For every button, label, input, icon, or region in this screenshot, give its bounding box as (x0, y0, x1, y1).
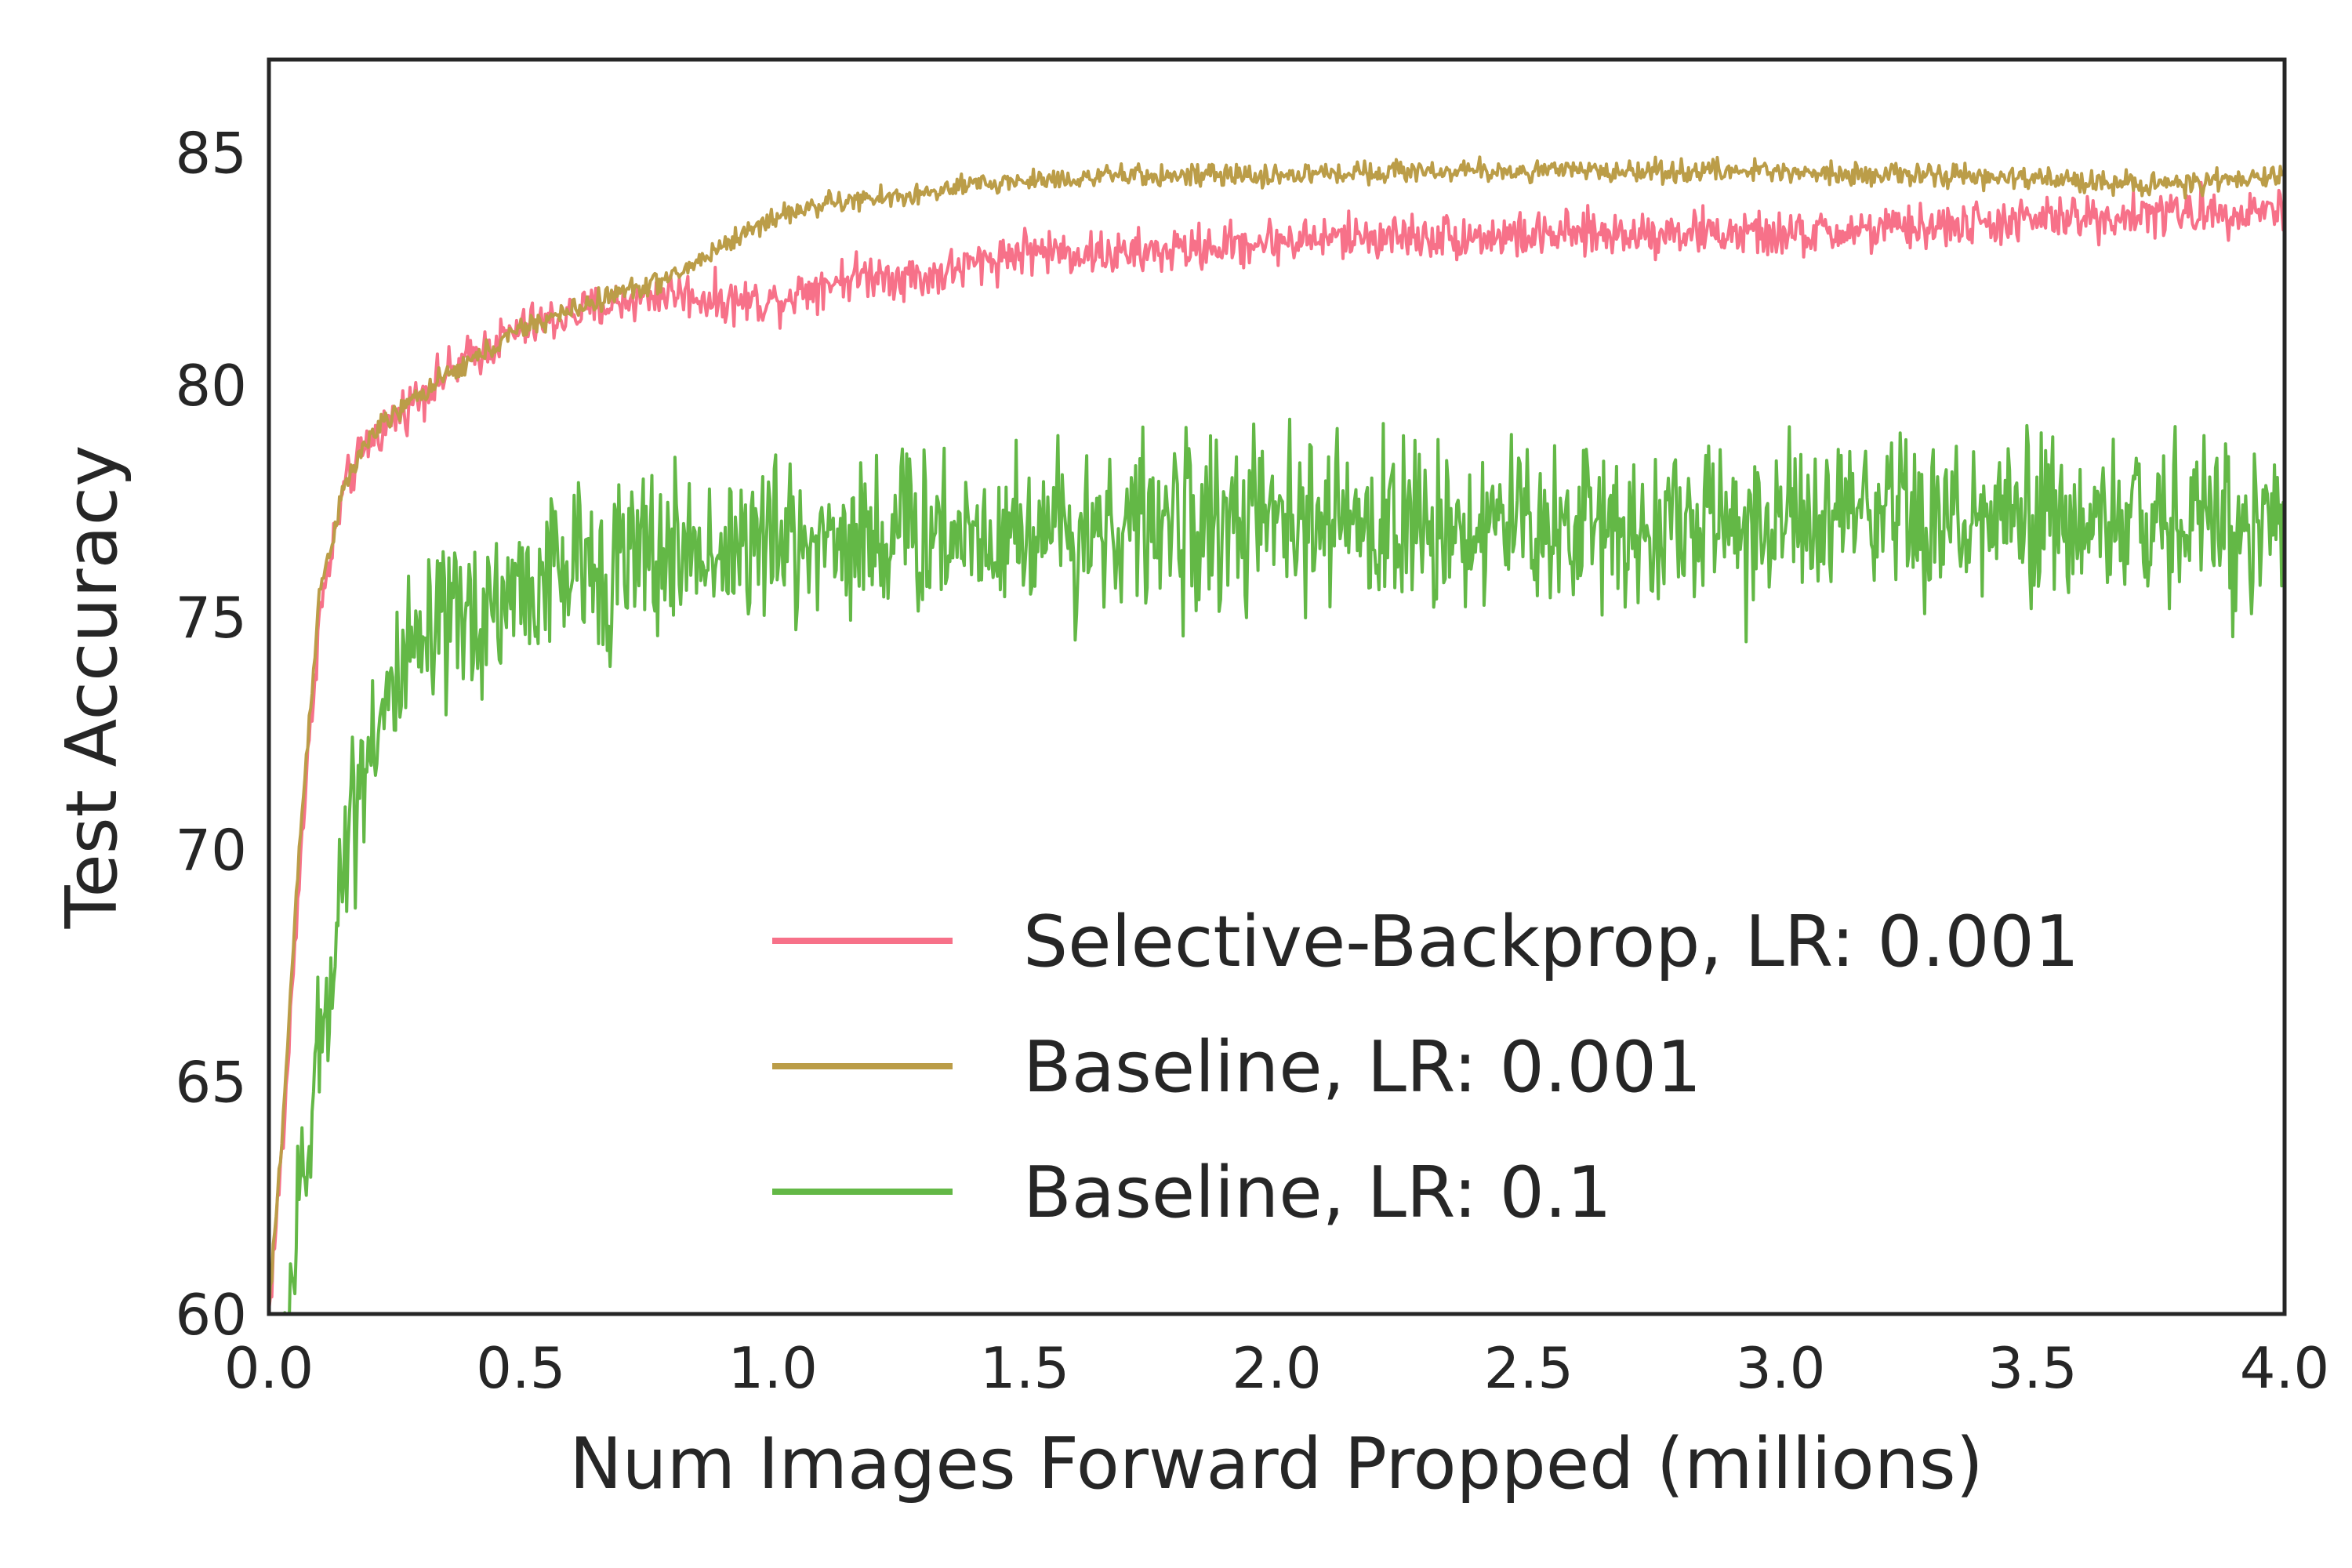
y-tick-label: 75 (175, 585, 247, 651)
series-line (269, 155, 2285, 1313)
y-axis-ticks: 60 65 70 75 80 85 (175, 121, 247, 1348)
series-layer (269, 155, 2285, 1314)
y-axis-label: Test Accuracy (51, 445, 133, 930)
x-tick-label: 4.0 (2240, 1335, 2330, 1401)
x-axis-ticks: 0.0 0.5 1.0 1.5 2.0 2.5 3.0 3.5 4.0 (224, 1335, 2330, 1401)
series-line (269, 180, 2285, 1311)
x-tick-label: 0.5 (476, 1335, 566, 1401)
x-axis-label: Num Images Forward Propped (millions) (569, 1423, 1984, 1505)
x-tick-label: 1.5 (980, 1335, 1070, 1401)
x-tick-label: 1.0 (728, 1335, 818, 1401)
y-tick-label: 80 (175, 353, 247, 419)
plot-frame (267, 57, 2287, 1316)
y-tick-label: 85 (175, 121, 247, 187)
x-tick-label: 2.5 (1484, 1335, 1574, 1401)
y-tick-label: 65 (175, 1050, 247, 1116)
legend-label: Selective-Backprop, LR: 0.001 (1023, 901, 2079, 983)
x-tick-label: 0.0 (224, 1335, 314, 1401)
y-tick-label: 70 (175, 817, 247, 883)
x-tick-label: 2.0 (1232, 1335, 1322, 1401)
x-tick-label: 3.5 (1987, 1335, 2078, 1401)
x-tick-label: 3.0 (1736, 1335, 1826, 1401)
legend-label: Baseline, LR: 0.001 (1023, 1026, 1701, 1109)
y-tick-label: 60 (175, 1282, 247, 1348)
legend: Selective-Backprop, LR: 0.001 Baseline, L… (772, 901, 2079, 1234)
legend-label: Baseline, LR: 0.1 (1023, 1152, 1612, 1234)
series-line (283, 417, 2285, 1314)
